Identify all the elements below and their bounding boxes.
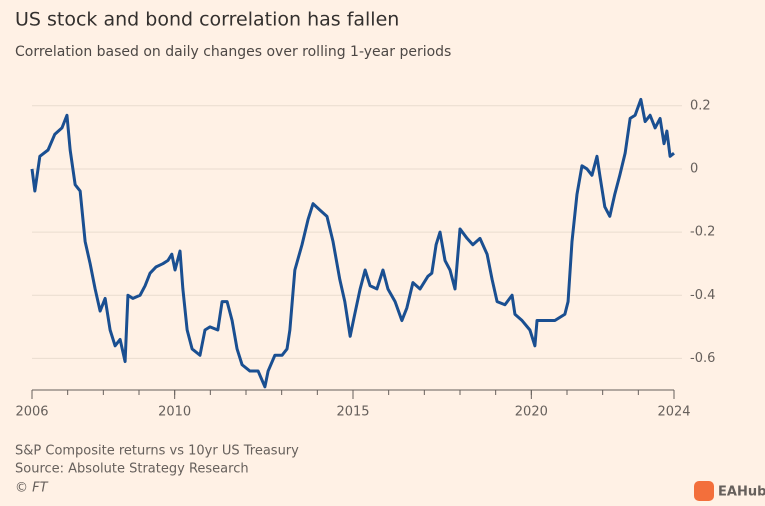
chart-title: US stock and bond correlation has fallen	[15, 9, 399, 31]
credit: © FT	[15, 481, 49, 496]
x-tick-label: 2010	[158, 405, 191, 420]
y-tick-label: -0.2	[690, 225, 715, 240]
y-tick-label: 0.2	[690, 98, 711, 113]
watermark-icon	[694, 481, 714, 501]
x-tick-label: 2024	[657, 405, 690, 420]
source: Source: Absolute Strategy Research	[15, 462, 249, 477]
x-tick-label: 2006	[15, 405, 48, 420]
watermark: EAHub	[718, 485, 765, 500]
note: S&P Composite returns vs 10yr US Treasur…	[15, 444, 299, 459]
data-line	[30, 97, 675, 389]
y-tick-label: -0.4	[690, 288, 715, 303]
x-tick-label: 2015	[336, 405, 369, 420]
chart-subtitle: Correlation based on daily changes over …	[15, 44, 451, 60]
x-tick-label: 2020	[515, 405, 548, 420]
y-tick-label: 0	[690, 161, 698, 176]
y-tick-label: -0.6	[690, 351, 715, 366]
